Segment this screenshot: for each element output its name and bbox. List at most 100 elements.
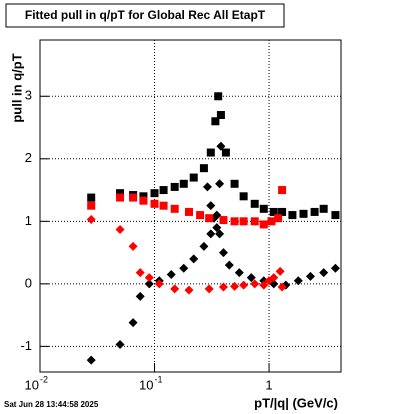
diamond-marker [250, 279, 260, 289]
square-marker [206, 148, 215, 157]
diamond-marker [293, 276, 303, 286]
square-marker [196, 211, 205, 220]
x-tick-exponent: -1 [155, 374, 163, 384]
diamond-marker [179, 263, 189, 273]
square-marker [87, 193, 96, 202]
x-axis-label: pT/|q| (GeV/c) [254, 395, 338, 410]
diamond-marker [305, 271, 315, 281]
diamond-marker [224, 260, 234, 270]
square-marker [216, 111, 225, 120]
diamond-marker [259, 280, 269, 290]
diamond-marker [170, 284, 180, 294]
x-tick-label: 10 [139, 377, 153, 392]
diamond-marker [277, 282, 287, 292]
square-marker [250, 199, 259, 208]
square-marker [278, 207, 287, 216]
square-marker [299, 209, 308, 218]
diamond-marker [144, 273, 154, 283]
square-marker [139, 192, 148, 201]
chart-title: Fitted pull in q/pT for Global Rec All E… [25, 8, 266, 22]
square-marker [331, 211, 340, 220]
diamond-marker [215, 179, 225, 189]
diamond-marker [275, 266, 285, 276]
diamond-marker [202, 182, 212, 192]
diamond-marker [144, 279, 154, 289]
square-marker [250, 217, 259, 226]
timestamp: Sat Jun 28 13:44:58 2025 [4, 400, 99, 409]
square-marker [278, 186, 287, 195]
diamond-marker [218, 282, 228, 292]
diamond-marker [86, 214, 96, 224]
diamond-marker [216, 141, 226, 151]
diamond-marker [215, 229, 225, 239]
x-tick-exponent: -2 [40, 374, 48, 384]
diamond-marker [206, 229, 216, 239]
square-marker [87, 201, 96, 210]
diamond-marker [128, 241, 138, 251]
square-marker [159, 186, 168, 195]
diamond-marker [154, 279, 164, 289]
diamond-marker [115, 339, 125, 349]
diamond-marker [239, 280, 249, 290]
square-marker [116, 189, 125, 198]
diamond-marker [330, 263, 340, 273]
diamond-marker [269, 273, 279, 283]
y-axis-label: pull in q/pT [9, 53, 24, 122]
square-marker [129, 193, 138, 202]
square-marker [170, 182, 179, 191]
square-marker [239, 192, 248, 201]
diamond-marker [206, 201, 216, 211]
y-tick-label: 2 [25, 150, 32, 165]
title-box [5, 3, 285, 28]
x-tick-label: 10 [25, 377, 39, 392]
square-marker [139, 196, 148, 205]
square-marker [274, 214, 283, 223]
diamond-marker [234, 268, 244, 278]
plot-area [86, 92, 340, 365]
diamond-marker [218, 248, 228, 258]
square-marker [230, 179, 239, 188]
square-marker [219, 216, 228, 225]
square-marker [310, 207, 319, 216]
y-tick-label: -1 [20, 338, 32, 353]
square-marker [239, 217, 248, 226]
diamond-marker [128, 318, 138, 328]
diamond-marker [204, 284, 214, 294]
diamond-marker [86, 355, 96, 365]
square-marker [259, 220, 268, 229]
diamond-marker [246, 273, 256, 283]
square-marker [184, 207, 193, 216]
square-marker [189, 173, 198, 182]
square-marker [170, 204, 179, 213]
diamond-marker [199, 241, 209, 251]
diamond-marker [319, 268, 329, 278]
square-marker [259, 204, 268, 213]
square-marker [230, 217, 239, 226]
diamond-marker [230, 281, 240, 291]
square-marker [150, 189, 159, 198]
diamond-marker [166, 269, 176, 279]
square-marker [221, 148, 230, 157]
diamond-marker [184, 285, 194, 295]
diamond-marker [135, 291, 145, 301]
x-tick-label: 1 [265, 377, 272, 392]
y-tick-label: 1 [25, 213, 32, 228]
square-marker [179, 179, 188, 188]
diamond-marker [115, 224, 125, 234]
square-marker [214, 92, 223, 101]
y-tick-label: 0 [25, 275, 32, 290]
y-tick-label: 3 [25, 88, 32, 103]
diamond-marker [189, 254, 199, 264]
square-marker [159, 201, 168, 210]
square-marker [116, 193, 125, 202]
square-marker [199, 164, 208, 173]
plot-frame [39, 39, 342, 373]
square-marker [269, 207, 278, 216]
square-marker [205, 214, 214, 223]
square-marker [150, 199, 159, 208]
square-marker [319, 204, 328, 213]
diamond-marker [212, 223, 222, 233]
square-marker [288, 211, 297, 220]
